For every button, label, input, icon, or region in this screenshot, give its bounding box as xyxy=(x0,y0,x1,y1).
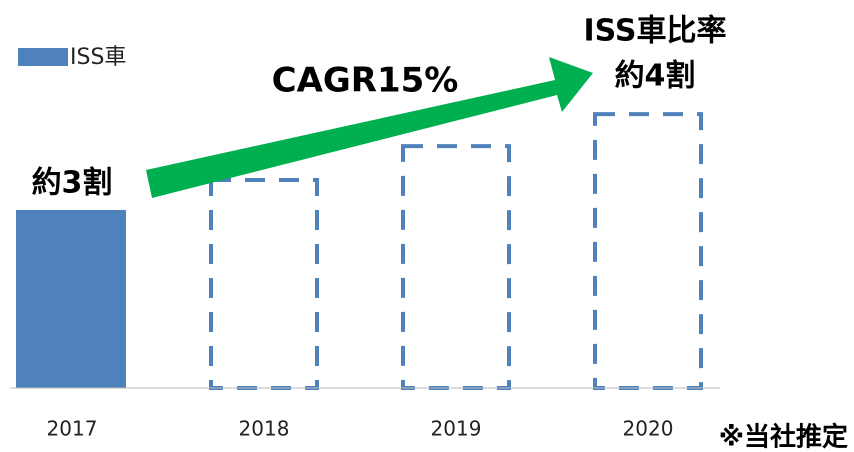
note: ※当社推定 xyxy=(719,422,848,452)
bar xyxy=(593,112,703,390)
x-tick-label: 2018 xyxy=(239,417,290,441)
bar xyxy=(401,144,511,390)
x-tick-label: 2019 xyxy=(431,417,482,441)
growth-arrow xyxy=(146,57,593,198)
ratio-2020: 約4割 xyxy=(615,59,696,94)
ratio-2017: 約3割 xyxy=(32,166,113,201)
legend-swatch xyxy=(18,48,68,66)
ratio-title: ISS車比率 xyxy=(583,14,726,49)
legend-label: ISS車 xyxy=(70,45,126,70)
growth-label: CAGR15% xyxy=(272,61,459,101)
bar xyxy=(209,177,319,390)
x-tick-label: 2020 xyxy=(623,417,674,441)
bar xyxy=(16,210,126,388)
x-tick-label: 2017 xyxy=(47,417,98,441)
